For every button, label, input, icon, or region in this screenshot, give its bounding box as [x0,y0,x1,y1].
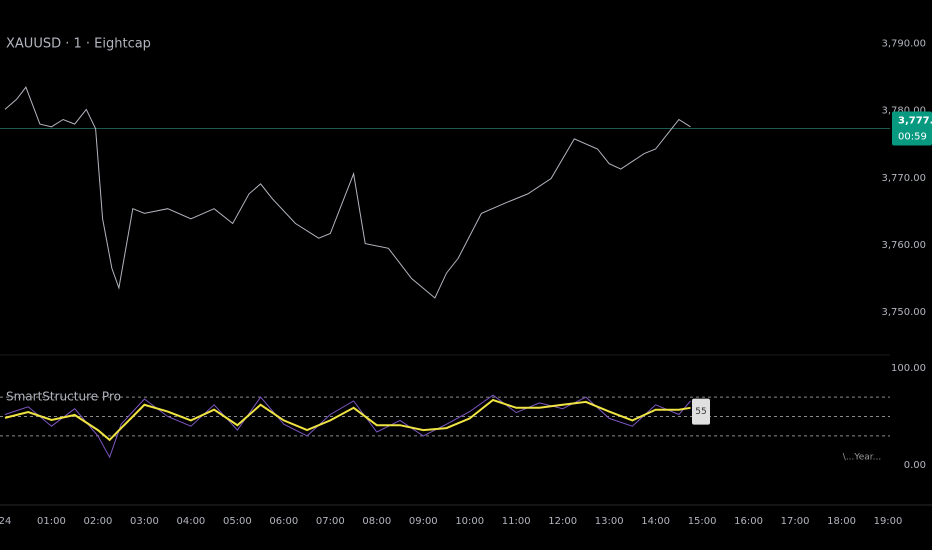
x-tick-label: 24 [0,516,11,527]
annotation: \...Year... [843,453,881,463]
x-tick-label: 10:00 [455,516,484,527]
last-price-label: 3,777.36 [898,115,932,126]
x-tick-label: 12:00 [548,516,577,527]
price-label-box [892,111,932,146]
indicator-title: SmartStructure Pro [6,390,121,404]
series-line [4,86,691,299]
x-tick-label: 13:00 [595,516,624,527]
y-tick-label: 3,790.00 [881,39,926,50]
x-tick-label: 11:00 [502,516,531,527]
x-tick-label: 15:00 [688,516,717,527]
y-tick-label: 3,780.00 [881,106,926,117]
x-tick-label: 06:00 [269,516,298,527]
x-tick-label: 14:00 [641,516,670,527]
series-line [4,394,691,459]
x-tick-label: 08:00 [362,516,391,527]
x-tick-label: 01:00 [37,516,66,527]
value-label-box [692,398,710,425]
countdown: 00:59 [898,131,927,142]
x-tick-label: 02:00 [84,516,113,527]
series-line [4,398,691,442]
x-tick-label: 16:00 [734,516,763,527]
y-tick-label: 3,750.00 [881,307,926,318]
x-tick-label: 18:00 [827,516,856,527]
last-value-label: 55 [695,407,706,417]
x-tick-label: 09:00 [409,516,438,527]
x-tick-label: 17:00 [781,516,810,527]
x-tick-label: 19:00 [874,516,903,527]
y-tick-label: 3,760.00 [881,240,926,251]
x-tick-label: 04:00 [176,516,205,527]
x-tick-label: 05:00 [223,516,252,527]
chart-title: XAUUSD · 1 · Eightcap [6,37,151,52]
x-tick-label: 07:00 [316,516,345,527]
x-tick-label: 03:00 [130,516,159,527]
y-tick-label: 100.00 [891,363,926,374]
y-tick-label: 3,770.00 [881,173,926,184]
y-tick-label: 0.00 [904,460,926,471]
